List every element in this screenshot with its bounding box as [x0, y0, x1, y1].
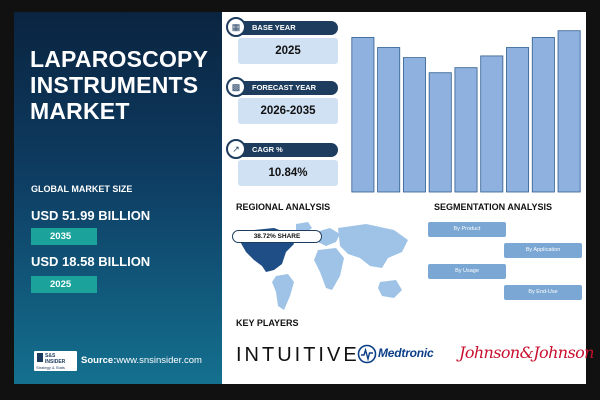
market-size-label: GLOBAL MARKET SIZE — [31, 184, 133, 194]
market-value-2035: USD 51.99 BILLION — [31, 208, 151, 223]
cagr-heading: CAGR % — [228, 143, 338, 157]
europe-region — [316, 228, 340, 246]
australia-region — [378, 280, 402, 298]
bar-8 — [531, 37, 555, 193]
title-panel: LAPAROSCOPY INSTRUMENTS MARKET GLOBAL MA… — [14, 12, 222, 384]
logo-mark-icon — [37, 353, 43, 362]
medtronic-icon — [357, 344, 377, 364]
logo-text-line-1: S&S — [45, 353, 56, 359]
market-title-line-2: INSTRUMENTS — [30, 72, 199, 98]
forecast-year-heading: FORECAST YEAR — [228, 81, 338, 95]
forecast-year-value: 2026-2035 — [238, 98, 338, 124]
medtronic-wordmark: Medtronic — [378, 346, 434, 360]
year-badge-2025: 2025 — [31, 276, 97, 293]
segment-by-usage: By Usage — [428, 264, 506, 279]
segment-by-end-use: By End-Use — [504, 285, 582, 300]
bar-3 — [402, 57, 426, 193]
bar-5 — [454, 67, 478, 193]
year-badge-2035: 2035 — [31, 228, 97, 245]
key-players-title: KEY PLAYERS — [236, 318, 299, 328]
medtronic-logo: Medtronic — [357, 343, 449, 365]
segment-by-application: By Application — [504, 243, 582, 258]
infographic: LAPAROSCOPY INSTRUMENTS MARKET GLOBAL MA… — [14, 12, 594, 384]
johnson-and-johnson-logo: Johnson&Johnson — [459, 343, 594, 362]
bar-2 — [377, 47, 401, 193]
base-year-heading: BASE YEAR — [228, 21, 338, 35]
regional-analysis-title: REGIONAL ANALYSIS — [236, 202, 331, 212]
asia-region — [338, 224, 408, 268]
source-text: Source:www.snsinsider.com — [81, 355, 202, 366]
south-america-region — [272, 274, 294, 310]
bar-7 — [506, 47, 530, 193]
world-map — [238, 222, 408, 310]
cagr-value: 10.84% — [238, 160, 338, 186]
logo-text-line-2: INSIDER — [45, 359, 66, 365]
calendar-icon: ▦ — [226, 17, 246, 37]
source-row: S&S INSIDER Strategy & Stats Source:www.… — [34, 351, 214, 371]
market-title-line-1: LAPAROSCOPY — [30, 46, 209, 72]
intuitive-logo: INTUITIVE — [236, 344, 360, 366]
segment-by-product: By Product — [428, 222, 506, 237]
chart-icon: ▩ — [226, 77, 246, 97]
source-label: Source: — [81, 355, 117, 366]
africa-region — [314, 248, 344, 290]
bar-4 — [428, 72, 452, 193]
growth-icon: ↗ — [226, 139, 246, 159]
base-year-value: 2025 — [238, 38, 338, 64]
market-bar-chart — [351, 30, 581, 193]
sns-insider-logo: S&S INSIDER Strategy & Stats — [34, 351, 77, 371]
segmentation-title: SEGMENTATION ANALYSIS — [434, 202, 553, 212]
market-value-2025: USD 18.58 BILLION — [31, 254, 151, 269]
regional-share-badge: 38.72% SHARE — [232, 230, 322, 243]
bar-1 — [351, 37, 375, 193]
bar-9 — [557, 30, 581, 193]
bar-6 — [480, 55, 504, 193]
logo-tagline: Strategy & Stats — [36, 365, 65, 370]
market-title-line-3: MARKET — [30, 98, 130, 124]
source-url[interactable]: www.snsinsider.com — [116, 355, 202, 366]
